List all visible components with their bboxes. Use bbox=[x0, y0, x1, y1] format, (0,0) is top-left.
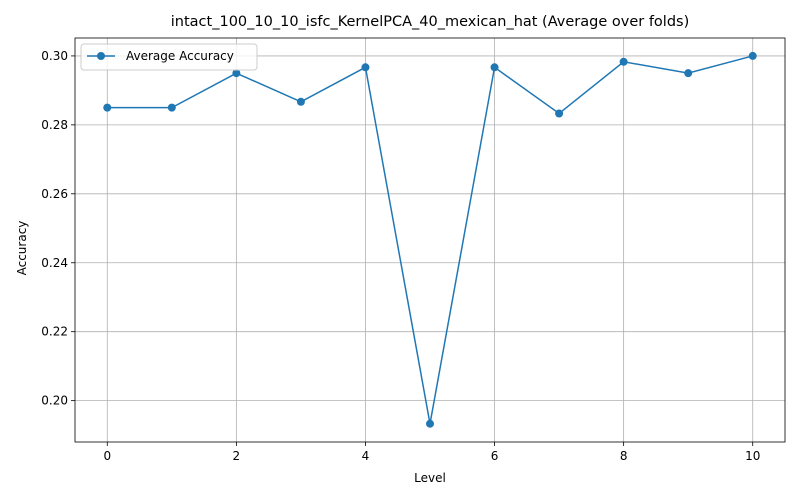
data-point-level-1 bbox=[167, 103, 176, 112]
data-point-level-4 bbox=[361, 63, 370, 72]
legend-marker-sample bbox=[97, 52, 105, 60]
x-axis-title: Level bbox=[414, 471, 446, 485]
data-point-level-9 bbox=[684, 69, 693, 78]
x-tick-label: 10 bbox=[745, 449, 760, 463]
x-tick-label: 8 bbox=[620, 449, 628, 463]
series-layer bbox=[103, 51, 757, 428]
data-point-level-3 bbox=[296, 97, 305, 106]
x-tick-label: 6 bbox=[491, 449, 499, 463]
data-point-level-0 bbox=[103, 103, 112, 112]
data-point-level-6 bbox=[490, 63, 499, 72]
y-axis-ticks: 0.20 0.22 0.24 0.26 0.28 0.30 bbox=[41, 49, 75, 408]
y-axis-title: Accuracy bbox=[15, 221, 29, 276]
data-point-level-7 bbox=[555, 109, 564, 118]
legend-label: Average Accuracy bbox=[126, 49, 234, 63]
x-tick-label: 0 bbox=[103, 449, 111, 463]
y-tick-label: 0.24 bbox=[41, 256, 68, 270]
y-tick-label: 0.30 bbox=[41, 49, 68, 63]
y-tick-label: 0.22 bbox=[41, 325, 68, 339]
x-tick-label: 2 bbox=[233, 449, 241, 463]
legend-box bbox=[80, 43, 258, 71]
x-axis-ticks: 0 2 4 6 8 10 bbox=[103, 442, 760, 463]
y-tick-label: 0.26 bbox=[41, 187, 68, 201]
data-point-level-2 bbox=[232, 69, 241, 78]
chart-title: intact_100_10_10_isfc_KernelPCA_40_mexic… bbox=[171, 14, 689, 30]
y-tick-label: 0.28 bbox=[41, 118, 68, 132]
data-point-level-5 bbox=[426, 419, 434, 428]
legend: Average Accuracy bbox=[80, 43, 258, 71]
data-point-level-10 bbox=[748, 51, 757, 60]
data-point-level-8 bbox=[619, 57, 628, 66]
x-tick-label: 4 bbox=[362, 449, 370, 463]
y-tick-label: 0.20 bbox=[41, 394, 68, 408]
plot-frame bbox=[74, 37, 786, 443]
